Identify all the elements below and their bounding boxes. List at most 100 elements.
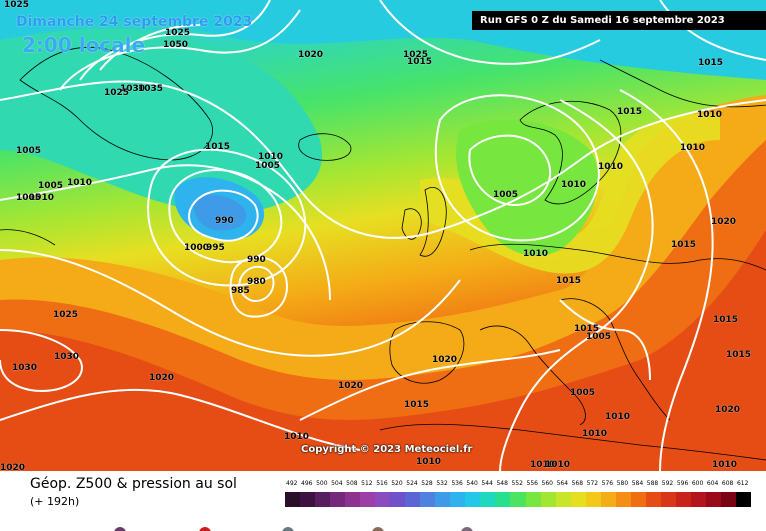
iceland-low-inner xyxy=(193,194,246,231)
pressure-label: 1010 xyxy=(29,193,55,203)
bottom-markers xyxy=(0,523,766,531)
scale-value: 572 xyxy=(586,480,599,487)
forecast-date: Dimanche 24 septembre 2023 xyxy=(16,14,253,30)
marker-dot xyxy=(114,527,126,531)
pressure-label: 1005 xyxy=(16,193,42,203)
scale-value: 492 xyxy=(286,480,298,487)
scale-value: 608 xyxy=(721,480,734,487)
pressure-label: 985 xyxy=(231,286,250,296)
greenland-green-region xyxy=(0,28,322,213)
pressure-label: 1015 xyxy=(698,58,724,68)
pressure-label: 1010 xyxy=(680,143,706,153)
pressure-label: 1030 xyxy=(120,84,146,94)
scale-swatch xyxy=(360,492,376,507)
pressure-label: 1020 xyxy=(0,463,26,473)
scale-swatch xyxy=(465,492,481,507)
scale-value: 500 xyxy=(316,480,328,487)
scale-value: 604 xyxy=(706,480,719,487)
pressure-label: 1005 xyxy=(570,388,596,398)
pressure-label: 1025 xyxy=(403,50,429,60)
scale-value: 496 xyxy=(301,480,313,487)
forecast-time: 2:00 locale xyxy=(22,33,146,57)
scale-value: 588 xyxy=(646,480,659,487)
pressure-label: 1015 xyxy=(404,400,430,410)
scale-swatch xyxy=(570,492,586,507)
scale-swatch xyxy=(675,492,691,507)
scale-value: 540 xyxy=(466,480,478,487)
pressure-label: 1010 xyxy=(561,180,587,190)
pressure-label: 1010 xyxy=(258,152,284,162)
pressure-label: 1010 xyxy=(523,249,549,259)
color-scale-labels: 492 496 500 504 508 512 516 520 524 528 532 536 540 5… xyxy=(285,480,751,490)
pressure-label: 1010 xyxy=(67,178,93,188)
scale-swatch xyxy=(720,492,736,507)
pressure-label: 1005 xyxy=(16,146,42,156)
marker-dot xyxy=(282,527,294,531)
pressure-label: 1030 xyxy=(54,352,80,362)
scale-swatch xyxy=(390,492,406,507)
scale-value: 516 xyxy=(376,480,388,487)
isobars xyxy=(0,0,766,471)
color-scale-bar xyxy=(285,492,751,507)
coastlines xyxy=(0,46,766,461)
pressure-label: 980 xyxy=(247,277,266,287)
scale-value: 600 xyxy=(691,480,704,487)
pressure-label: 1005 xyxy=(493,190,519,200)
scale-swatch xyxy=(600,492,616,507)
scale-value: 596 xyxy=(676,480,689,487)
scale-value: 580 xyxy=(616,480,629,487)
marker-dot xyxy=(372,527,384,531)
pressure-label: 1025 xyxy=(104,88,130,98)
pressure-label: 1025 xyxy=(53,310,79,320)
scale-value: 532 xyxy=(436,480,448,487)
scale-value: 548 xyxy=(496,480,508,487)
pressure-label: 1030 xyxy=(12,363,38,373)
pressure-label: 995 xyxy=(206,243,225,253)
pressure-label: 1015 xyxy=(556,276,582,286)
pressure-label: 1010 xyxy=(712,460,738,470)
marker-dot xyxy=(199,527,211,531)
scale-swatch xyxy=(660,492,676,507)
scale-swatch xyxy=(480,492,496,507)
pressure-label: 1020 xyxy=(715,405,741,415)
scale-value: 564 xyxy=(556,480,569,487)
scale-value: 536 xyxy=(451,480,463,487)
pressure-label: 1020 xyxy=(298,50,324,60)
pressure-label: 1015 xyxy=(407,57,433,67)
scale-value: 612 xyxy=(736,480,749,487)
pressure-label: 990 xyxy=(215,216,234,226)
scale-value: 524 xyxy=(406,480,418,487)
pressure-label: 1015 xyxy=(205,142,231,152)
scale-swatch xyxy=(405,492,421,507)
scale-swatch xyxy=(615,492,631,507)
scale-value: 508 xyxy=(346,480,358,487)
scale-swatch xyxy=(495,492,511,507)
scale-value: 544 xyxy=(481,480,493,487)
scale-swatch xyxy=(315,492,331,507)
scale-value: 576 xyxy=(601,480,614,487)
scale-swatch xyxy=(690,492,706,507)
pressure-label: 1025 xyxy=(4,0,30,10)
scale-swatch xyxy=(585,492,601,507)
scale-value: 556 xyxy=(526,480,538,487)
pressure-label: 1010 xyxy=(605,412,631,422)
scale-swatch xyxy=(435,492,451,507)
pressure-label: 1020 xyxy=(432,355,458,365)
pressure-label: 1035 xyxy=(138,84,164,94)
scale-value: 504 xyxy=(331,480,343,487)
pressure-label: 1020 xyxy=(711,217,737,227)
scale-swatch xyxy=(735,492,751,507)
scale-swatch xyxy=(330,492,346,507)
pressure-label: 1015 xyxy=(713,315,739,325)
pressure-label: 1020 xyxy=(338,381,364,391)
scale-value: 512 xyxy=(361,480,373,487)
scale-value: 584 xyxy=(631,480,644,487)
pressure-label: 1010 xyxy=(582,429,608,439)
model-run-label: Run GFS 0 Z du Samedi 16 septembre 2023 xyxy=(472,11,766,30)
pressure-label: 1020 xyxy=(149,373,175,383)
legend-subtitle: (+ 192h) xyxy=(30,495,80,508)
pressure-label: 1050 xyxy=(163,40,189,50)
scale-value: 528 xyxy=(421,480,433,487)
